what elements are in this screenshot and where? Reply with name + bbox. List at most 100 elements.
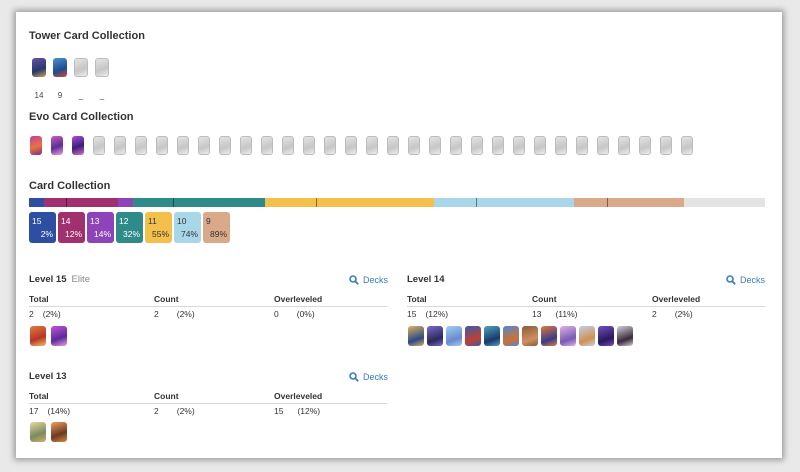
locked-evo-card-icon[interactable] (555, 136, 567, 155)
card-icon[interactable] (30, 422, 46, 442)
level-9-segment (574, 198, 684, 207)
level-11-box[interactable]: 11 55% (145, 212, 172, 243)
locked-evo-card-icon[interactable] (681, 136, 693, 155)
locked-evo-card-icon[interactable] (114, 136, 126, 155)
card-icon[interactable] (30, 326, 46, 346)
locked-evo-card-icon[interactable] (492, 136, 504, 155)
search-icon (349, 372, 359, 382)
level-percent: 14% (93, 229, 111, 239)
level-percent: 89% (209, 229, 227, 239)
level15-decks-link[interactable]: Decks (349, 275, 388, 285)
level13-decks-link[interactable]: Decks (349, 372, 388, 382)
locked-evo-card-icon[interactable] (387, 136, 399, 155)
evo-card-icon[interactable] (72, 136, 84, 155)
level14-decks-link[interactable]: Decks (726, 275, 765, 285)
evo-card-icon[interactable] (30, 136, 42, 155)
over-number: 0 (274, 309, 279, 319)
locked-evo-card-icon[interactable] (471, 136, 483, 155)
cannoneer-tower-card-icon[interactable] (53, 58, 67, 77)
card-icon[interactable] (51, 326, 67, 346)
card-icon[interactable] (484, 326, 500, 346)
locked-tower-card-icon[interactable] (95, 58, 109, 77)
evo-collection-title: Evo Card Collection (29, 111, 134, 123)
card-collection-title: Card Collection (29, 180, 111, 192)
level-10-box[interactable]: 10 74% (174, 212, 201, 243)
locked-evo-card-icon[interactable] (534, 136, 546, 155)
tower-card-level: _ (99, 91, 105, 100)
locked-evo-card-icon[interactable] (429, 136, 441, 155)
locked-evo-card-icon[interactable] (135, 136, 147, 155)
over-percent: (2%) (674, 309, 693, 319)
evo-card-row (30, 136, 702, 155)
total-number: 2 (29, 309, 34, 319)
level14-cards (408, 326, 636, 346)
locked-evo-card-icon[interactable] (198, 136, 210, 155)
level-number: 11 (148, 216, 157, 226)
locked-evo-card-icon[interactable] (576, 136, 588, 155)
missing-segment (684, 198, 765, 207)
level-number: 15 (32, 216, 42, 226)
level-percent: 12% (64, 229, 82, 239)
locked-evo-card-icon[interactable] (324, 136, 336, 155)
card-icon[interactable] (446, 326, 462, 346)
overleveled-header: Overleveled (274, 294, 323, 304)
level-percent: 74% (180, 229, 198, 239)
level15-cards (30, 326, 72, 346)
locked-evo-card-icon[interactable] (261, 136, 273, 155)
tower-card-level: 14 (34, 91, 44, 100)
locked-evo-card-icon[interactable] (303, 136, 315, 155)
level-number: 13 (90, 216, 100, 226)
locked-evo-card-icon[interactable] (93, 136, 105, 155)
count-value: 13 (11%) (532, 309, 578, 319)
level-13-box[interactable]: 13 14% (87, 212, 114, 243)
tower-collection-title: Tower Card Collection (29, 30, 145, 42)
locked-tower-card-icon[interactable] (74, 58, 88, 77)
card-icon[interactable] (465, 326, 481, 346)
locked-evo-card-icon[interactable] (597, 136, 609, 155)
card-icon[interactable] (51, 422, 67, 442)
level14-title: Level 14 (407, 274, 445, 285)
locked-evo-card-icon[interactable] (639, 136, 651, 155)
overleveled-value: 2 (2%) (652, 309, 693, 319)
segment-tick (173, 198, 174, 207)
card-icon[interactable] (617, 326, 633, 346)
level-15-box[interactable]: 15 2% (29, 212, 56, 243)
total-number: 17 (29, 406, 39, 416)
overleveled-value: 15 (12%) (274, 406, 320, 416)
overleveled-header: Overleveled (274, 391, 323, 401)
locked-evo-card-icon[interactable] (450, 136, 462, 155)
evo-card-icon[interactable] (51, 136, 63, 155)
locked-evo-card-icon[interactable] (408, 136, 420, 155)
search-icon (726, 275, 736, 285)
locked-evo-card-icon[interactable] (345, 136, 357, 155)
locked-evo-card-icon[interactable] (177, 136, 189, 155)
level15-title: Level 15 Elite (29, 274, 90, 285)
card-icon[interactable] (579, 326, 595, 346)
locked-evo-card-icon[interactable] (240, 136, 252, 155)
count-header: Count (154, 391, 179, 401)
card-icon[interactable] (503, 326, 519, 346)
card-icon[interactable] (522, 326, 538, 346)
card-icon[interactable] (560, 326, 576, 346)
locked-evo-card-icon[interactable] (513, 136, 525, 155)
card-icon[interactable] (598, 326, 614, 346)
card-icon[interactable] (427, 326, 443, 346)
level-9-box[interactable]: 9 89% (203, 212, 230, 243)
card-icon[interactable] (541, 326, 557, 346)
level-14-box[interactable]: 14 12% (58, 212, 85, 243)
level-12-box[interactable]: 12 32% (116, 212, 143, 243)
locked-evo-card-icon[interactable] (660, 136, 672, 155)
locked-evo-card-icon[interactable] (366, 136, 378, 155)
card-icon[interactable] (408, 326, 424, 346)
locked-evo-card-icon[interactable] (282, 136, 294, 155)
divider (407, 306, 765, 307)
total-header: Total (29, 391, 49, 401)
total-value: 2 (2%) (29, 309, 61, 319)
locked-evo-card-icon[interactable] (618, 136, 630, 155)
level-15-segment (29, 198, 44, 207)
princess-tower-card-icon[interactable] (32, 58, 46, 77)
locked-evo-card-icon[interactable] (156, 136, 168, 155)
level-number: 10 (177, 216, 187, 226)
level-percent: 32% (122, 229, 140, 239)
locked-evo-card-icon[interactable] (219, 136, 231, 155)
